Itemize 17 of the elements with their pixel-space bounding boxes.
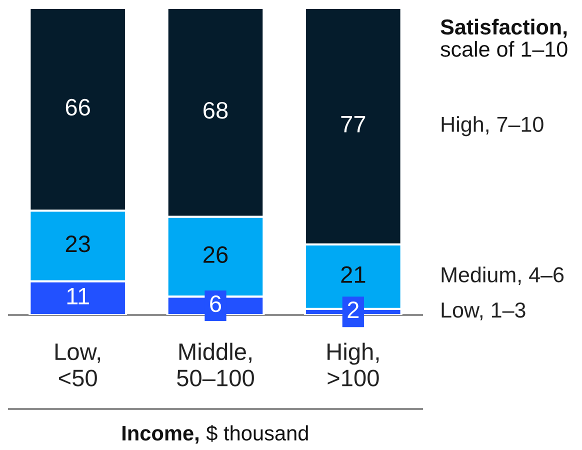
series-label: Low, 1–3: [442, 302, 526, 320]
x-tick-label: Middle, 50–100: [177, 342, 254, 386]
data-label: 2: [348, 302, 359, 318]
x-axis-title: Income, $ thousand: [122, 424, 308, 444]
data-label: 21: [341, 266, 366, 283]
x-tick-label: High, >100: [328, 342, 379, 386]
data-label: 11: [67, 288, 89, 304]
data-label: 77: [341, 116, 366, 132]
data-label: 66: [66, 98, 90, 116]
series-label: Medium, 4–6: [442, 266, 564, 285]
data-label: 23: [66, 236, 90, 252]
x-tick-label: Low, <50: [55, 344, 100, 386]
data-label: 6: [210, 295, 222, 312]
legend-title: Satisfaction, scale of 1–10: [440, 18, 568, 57]
data-label: 26: [204, 246, 228, 264]
series-label: High, 7–10: [442, 116, 544, 136]
data-label: 68: [204, 102, 228, 119]
